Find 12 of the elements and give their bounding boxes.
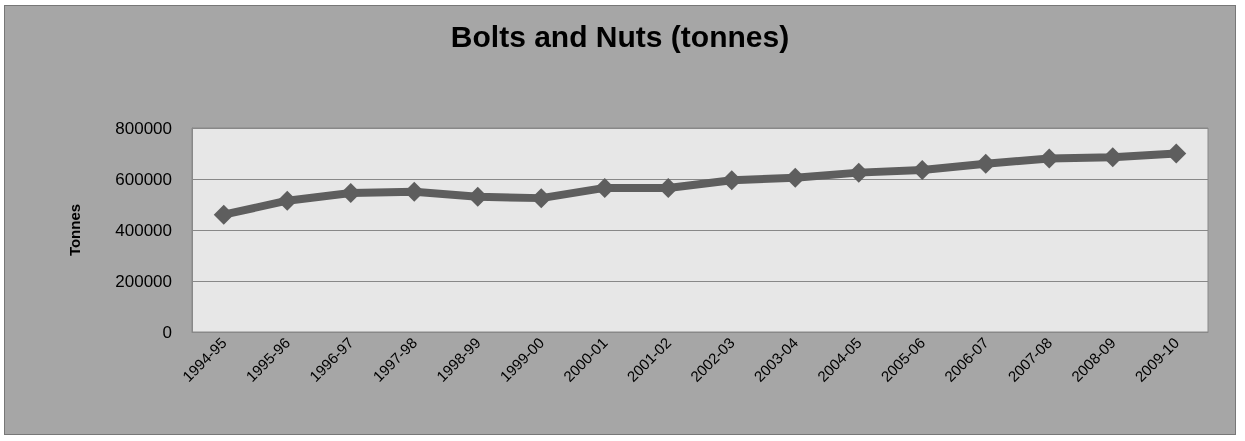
- y-tick-label: 400000: [115, 220, 172, 240]
- point: [975, 153, 996, 174]
- point: [848, 162, 869, 183]
- chart-title: Bolts and Nuts (tonnes): [450, 19, 790, 53]
- y-tick-label: 800000: [115, 118, 172, 138]
- y-tick-label: 0: [162, 322, 172, 342]
- point: [531, 188, 552, 209]
- y-tick-label: 200000: [115, 271, 172, 291]
- y-tick-label: 600000: [115, 169, 172, 189]
- y-axis-title: Tonnes: [66, 203, 83, 257]
- point: [277, 190, 298, 211]
- point: [213, 204, 234, 225]
